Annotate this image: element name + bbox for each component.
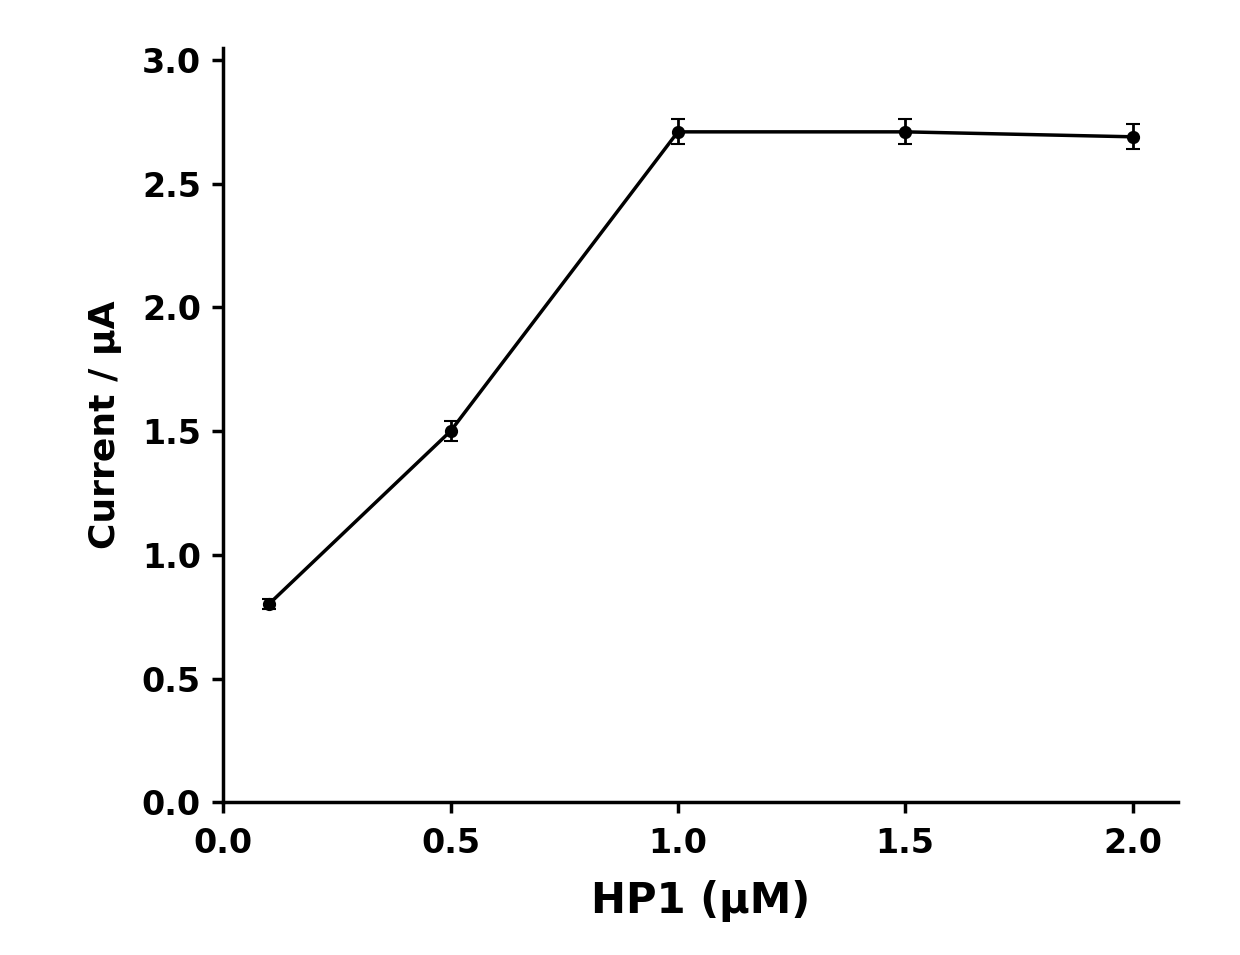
X-axis label: HP1 (μM): HP1 (μM): [591, 880, 810, 922]
Y-axis label: Current / μA: Current / μA: [88, 301, 123, 549]
